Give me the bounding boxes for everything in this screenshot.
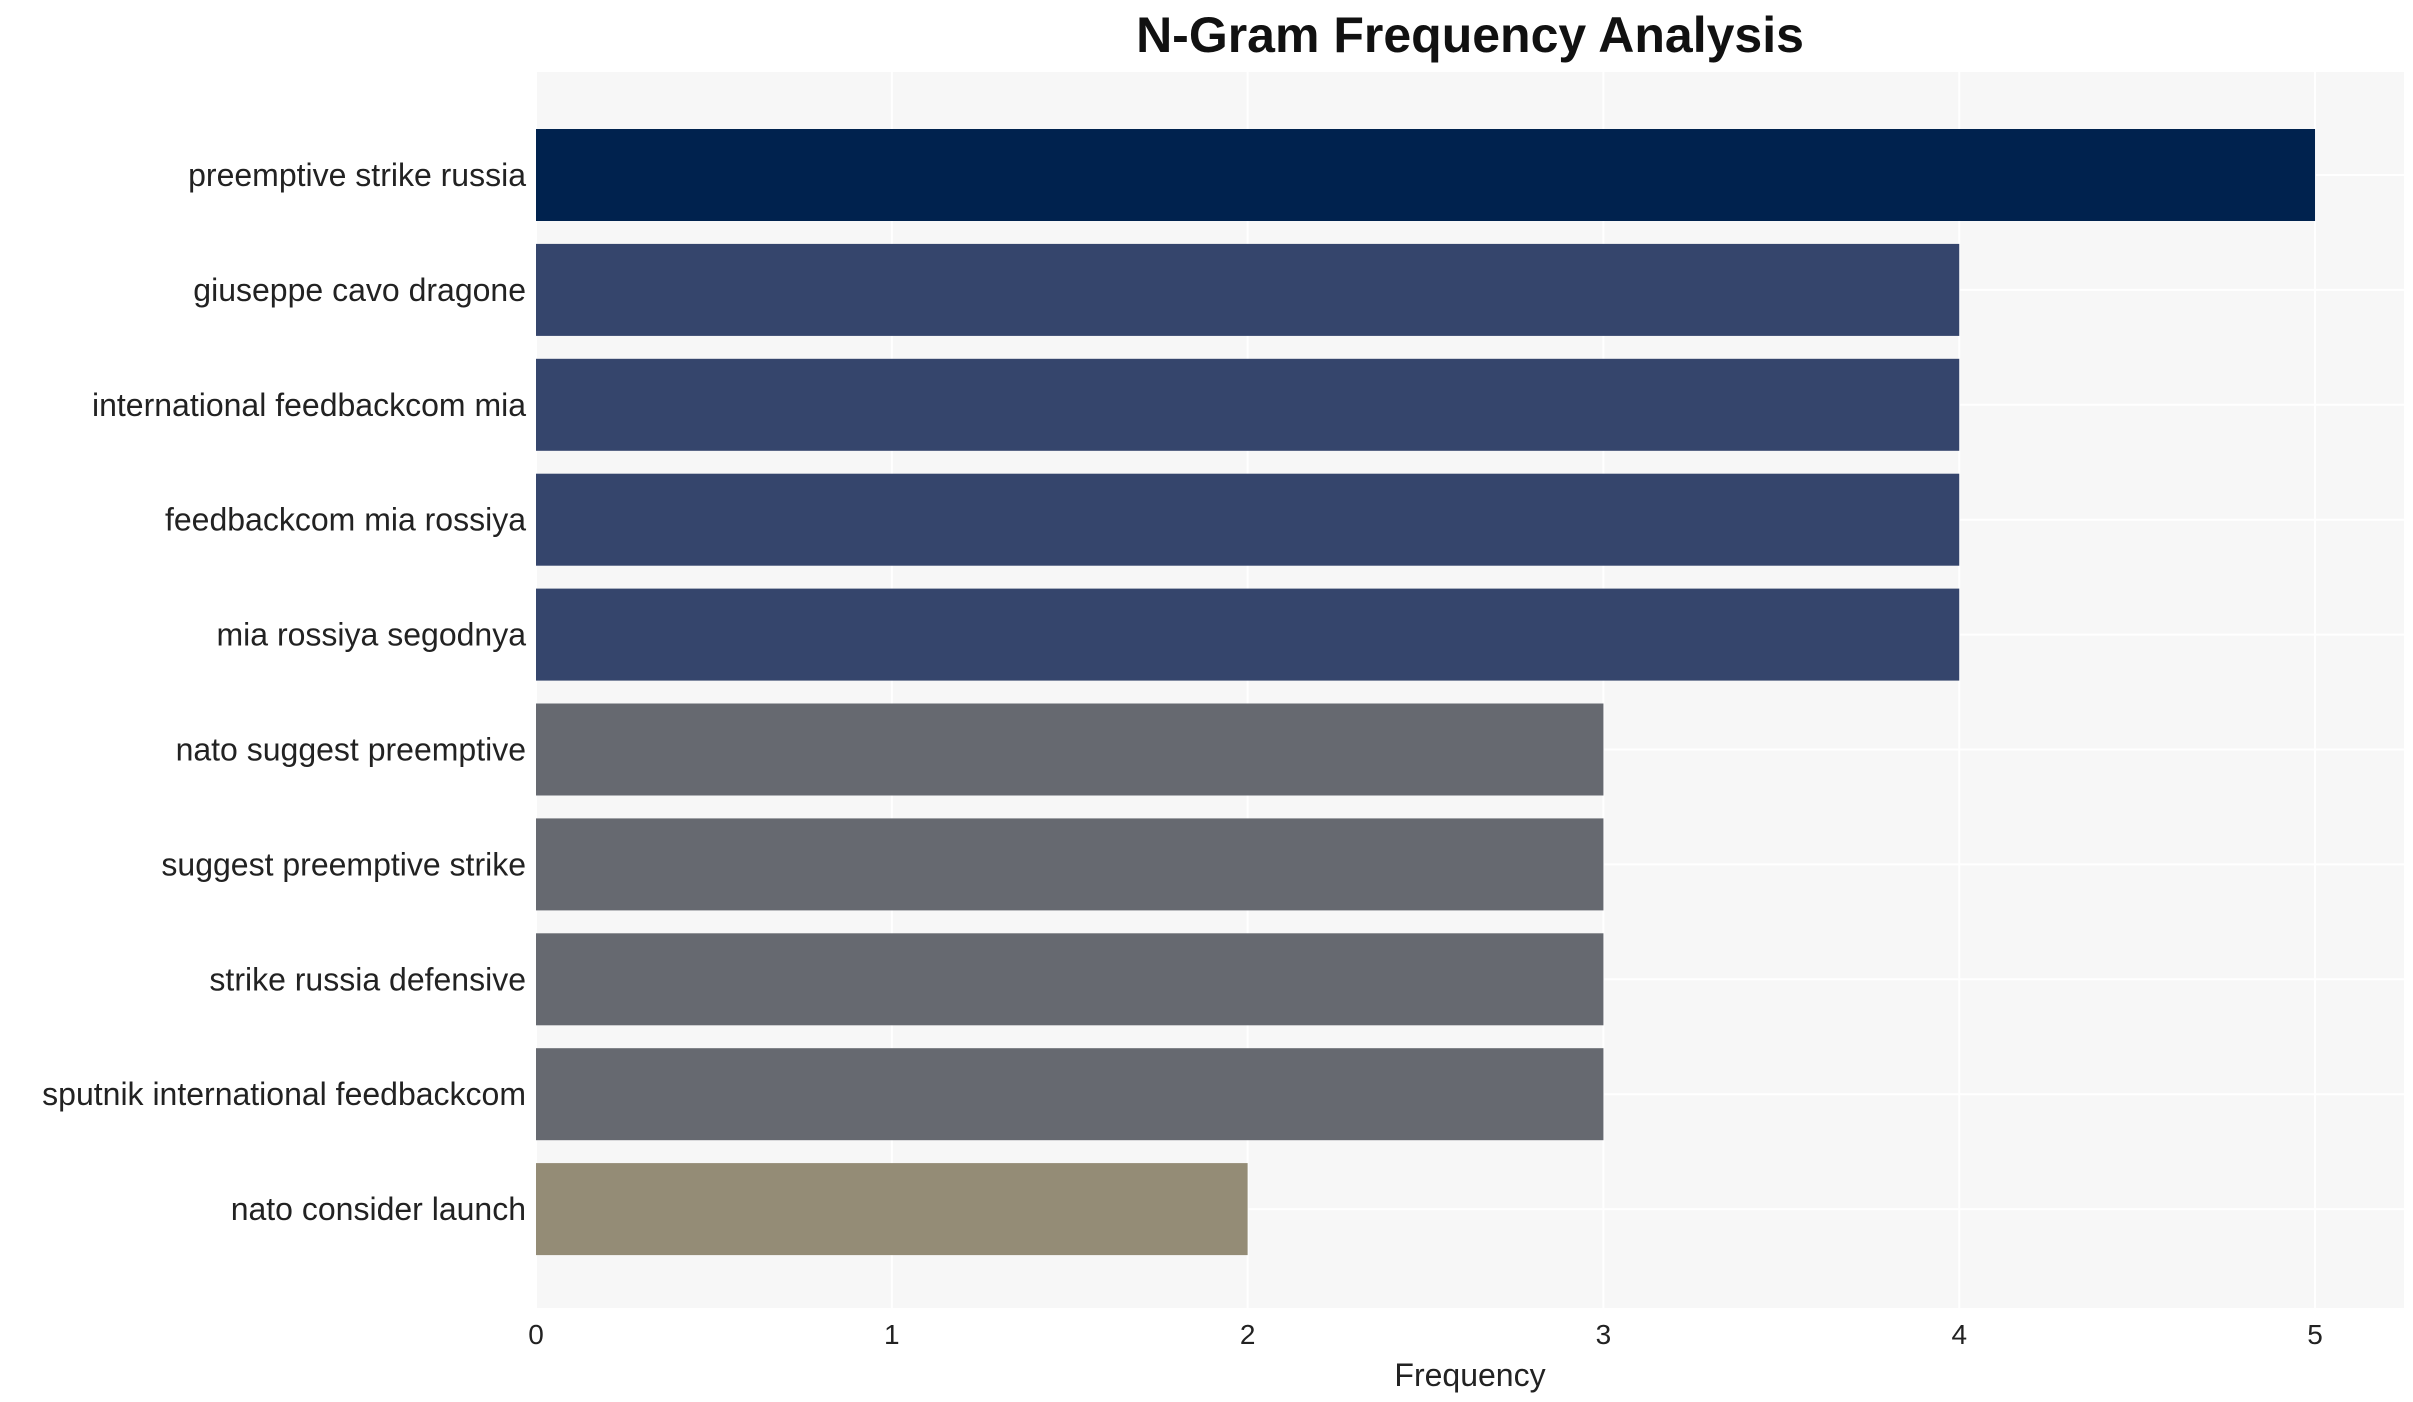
x-tick-label: 0 (528, 1319, 544, 1350)
bar (536, 588, 1960, 681)
category-label: feedbackcom mia rossiya (165, 502, 526, 538)
bar (536, 933, 1604, 1026)
chart-title: N-Gram Frequency Analysis (1136, 7, 1804, 63)
x-tick-label: 5 (2307, 1319, 2323, 1350)
bar (536, 703, 1604, 796)
x-axis-label: Frequency (1394, 1357, 1545, 1393)
x-tick-label: 2 (1240, 1319, 1256, 1350)
x-tick-label: 3 (1596, 1319, 1612, 1350)
bar (536, 243, 1960, 336)
x-tick-label: 4 (1951, 1319, 1967, 1350)
category-label: preemptive strike russia (188, 157, 526, 193)
x-tick-labels: 0 1 2 3 4 5 (528, 1319, 2323, 1350)
category-label: strike russia defensive (209, 961, 526, 997)
bar (536, 1048, 1604, 1141)
category-label: suggest preemptive strike (161, 846, 526, 882)
bars (536, 129, 2316, 1256)
category-label: nato suggest preemptive (176, 732, 526, 768)
category-label: sputnik international feedbackcom (42, 1076, 526, 1112)
bar (536, 358, 1960, 451)
bar (536, 129, 2316, 221)
category-label: mia rossiya segodnya (217, 617, 527, 653)
bar (536, 818, 1604, 911)
bar (536, 473, 1960, 566)
bar (536, 1163, 1248, 1256)
category-label: nato consider launch (231, 1191, 526, 1227)
category-labels: preemptive strike russia giuseppe cavo dr… (42, 157, 526, 1227)
category-label: international feedbackcom mia (92, 387, 526, 423)
category-label: giuseppe cavo dragone (193, 272, 526, 308)
x-tick-label: 1 (884, 1319, 900, 1350)
